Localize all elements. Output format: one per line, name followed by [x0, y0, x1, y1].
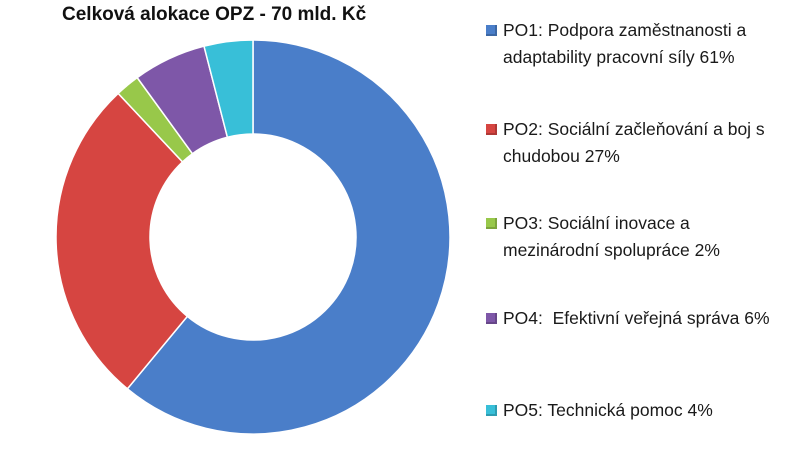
- legend-item-po5: PO5: Technická pomoc 4%: [486, 397, 786, 424]
- chart-title: Celková alokace OPZ - 70 mld. Kč: [62, 4, 367, 25]
- legend-swatch-po3: [486, 218, 497, 229]
- legend-label-po4: PO4: Efektivní veřejná správa 6%: [503, 308, 770, 328]
- donut-slice-po1: [126, 39, 451, 435]
- legend-item-po3: PO3: Sociální inovace a mezinárodní spol…: [486, 210, 786, 264]
- legend-swatch-po5: [486, 405, 497, 416]
- legend-swatch-po2: [486, 124, 497, 135]
- legend-label-po3: PO3: Sociální inovace a mezinárodní spol…: [503, 213, 720, 260]
- donut-slice-po5: [203, 39, 254, 139]
- donut-slice-po2: [55, 92, 189, 390]
- legend-swatch-po4: [486, 313, 497, 324]
- legend-item-po4: PO4: Efektivní veřejná správa 6%: [486, 305, 786, 332]
- legend-swatch-po1: [486, 25, 497, 36]
- legend-label-po1: PO1: Podpora zaměstnanosti a adaptabilit…: [503, 20, 752, 67]
- legend-label-po2: PO2: Sociální začleňování a boj s chudob…: [503, 119, 770, 166]
- legend: PO1: Podpora zaměstnanosti a adaptabilit…: [486, 0, 786, 463]
- legend-item-po2: PO2: Sociální začleňování a boj s chudob…: [486, 116, 786, 170]
- legend-item-po1: PO1: Podpora zaměstnanosti a adaptabilit…: [486, 17, 786, 71]
- donut-chart: [55, 39, 451, 435]
- legend-label-po5: PO5: Technická pomoc 4%: [503, 400, 713, 420]
